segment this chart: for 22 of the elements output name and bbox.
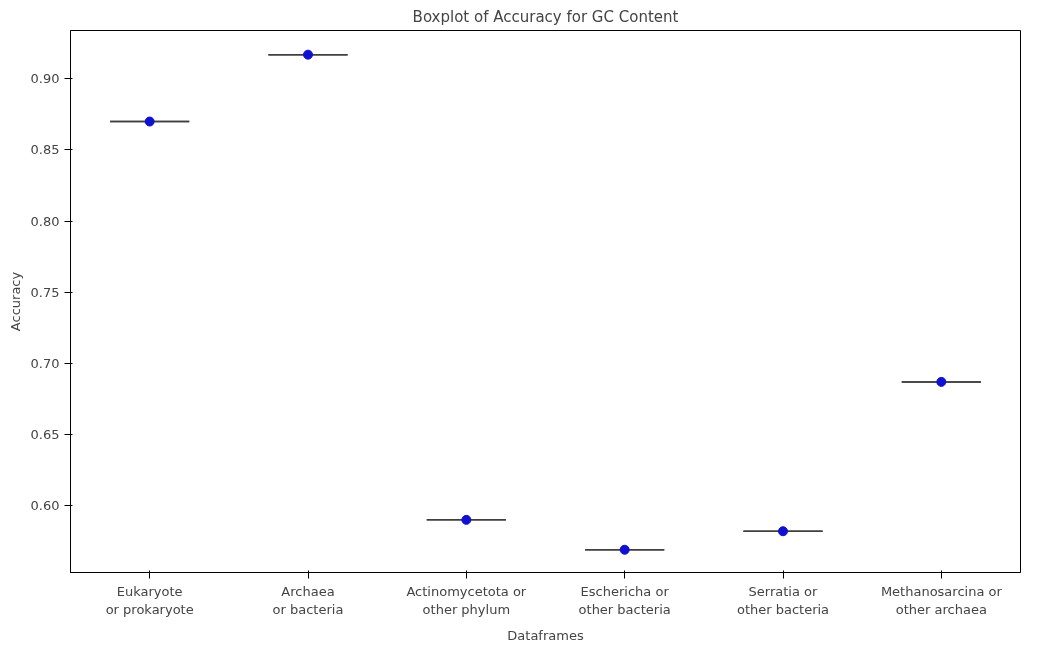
y-tick-label: 0.65: [30, 427, 60, 443]
y-tick-label: 0.70: [30, 355, 60, 371]
x-tick-label: Methanosarcina or other archaea: [880, 583, 1003, 617]
point: [936, 376, 947, 387]
y-tick-label: 0.85: [30, 142, 60, 158]
y-tick-label: 0.90: [30, 71, 60, 87]
chart-title: Boxplot of Accuracy for GC Content: [412, 7, 679, 26]
point: [619, 544, 630, 555]
x-tick-label: Eschericha or other bacteria: [578, 583, 671, 617]
x-tick-label: Serratia or other bacteria: [736, 583, 830, 617]
point: [303, 49, 313, 60]
point: [144, 116, 155, 127]
y-axis-title: Accuracy: [7, 271, 23, 332]
y-tick-label: 0.75: [30, 284, 60, 300]
y-tick-label: 0.80: [30, 213, 60, 229]
point: [778, 526, 788, 537]
y-tick-label: 0.60: [30, 498, 60, 514]
x-axis-title: Dataframes: [507, 627, 584, 643]
x-tick-label: Actinomycetota or other phylum: [406, 583, 527, 617]
x-tick-label: Eukaryote or prokaryote: [105, 583, 194, 617]
x-tick-label: Archaea or bacteria: [272, 583, 344, 617]
point: [461, 514, 472, 525]
